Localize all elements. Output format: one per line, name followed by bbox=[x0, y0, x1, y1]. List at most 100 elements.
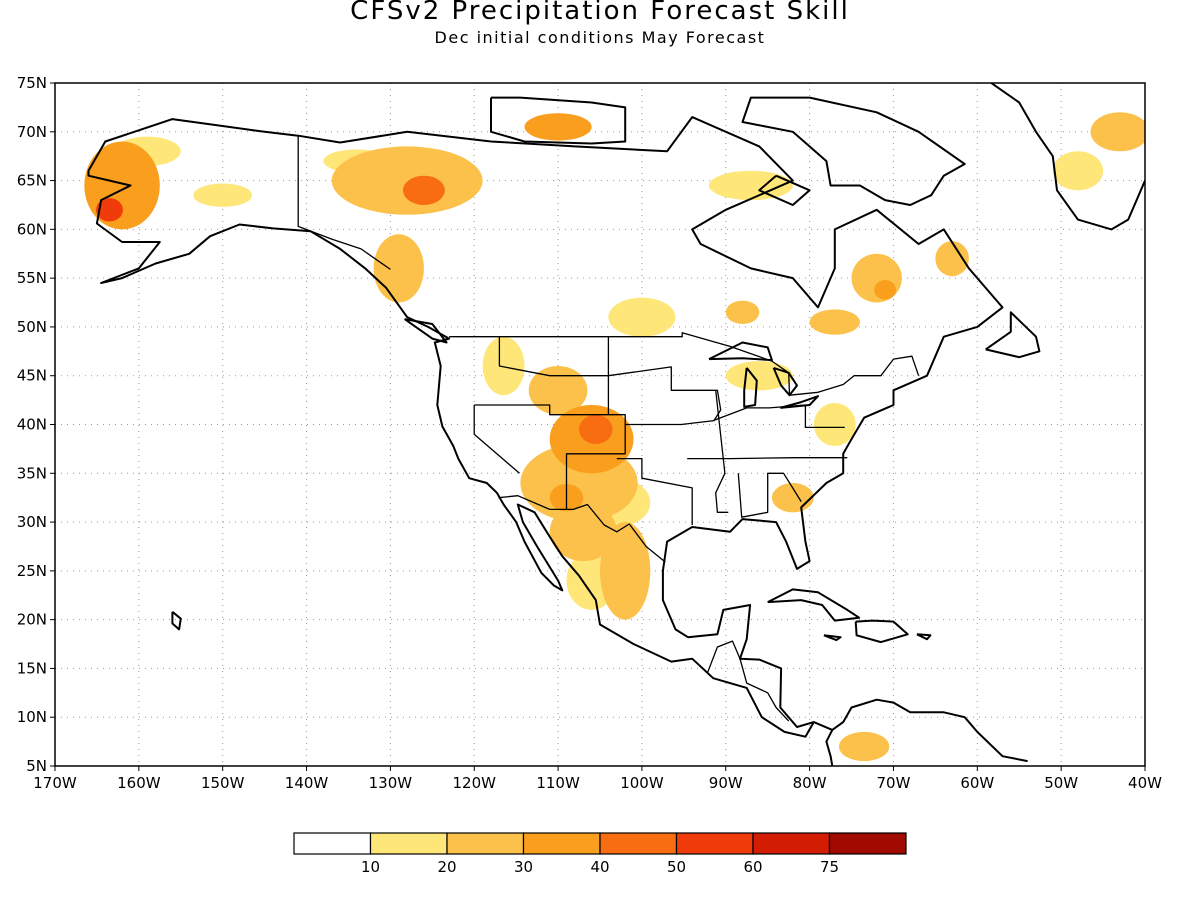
border-state-texas bbox=[616, 457, 693, 525]
skill-region-colombia bbox=[838, 731, 890, 762]
skill-region-greenland-south bbox=[1052, 151, 1104, 191]
map-title: CFSv2 Precipitation Forecast Skill bbox=[350, 0, 850, 26]
border-state-nevada bbox=[473, 405, 520, 474]
skill-region-colorado-core bbox=[579, 414, 613, 445]
coastline-hispaniola bbox=[854, 619, 909, 644]
lat-tick-label: 35N bbox=[17, 464, 47, 482]
lon-tick-label: 150W bbox=[201, 774, 245, 792]
colorbar-swatch bbox=[752, 832, 831, 855]
skill-region-mexico-east bbox=[600, 522, 651, 620]
skill-region-quebec-south bbox=[809, 309, 860, 335]
colorbar-label: 60 bbox=[743, 858, 762, 876]
colorbar-swatch bbox=[599, 832, 678, 855]
coastline-pacific bbox=[825, 729, 834, 766]
lat-tick-label: 20N bbox=[17, 611, 47, 629]
coastline-hudson-islands bbox=[758, 174, 811, 206]
lon-tick-label: 70W bbox=[877, 774, 911, 792]
lat-tick-label: 45N bbox=[17, 367, 47, 385]
border-state-lines-west bbox=[474, 404, 626, 510]
colorbar-swatch bbox=[828, 832, 907, 855]
lon-tick-label: 40W bbox=[1128, 774, 1162, 792]
lon-tick-label: 110W bbox=[536, 774, 580, 792]
skill-region-alaska-west-core bbox=[96, 198, 123, 222]
coastline-great-lake-michigan bbox=[743, 367, 758, 408]
lat-tick-label: 50N bbox=[17, 318, 47, 336]
coastline-cuba bbox=[767, 588, 861, 622]
lat-tick-label: 55N bbox=[17, 269, 47, 287]
skill-region-quebec-core bbox=[874, 280, 896, 300]
skill-region-yukon-core bbox=[402, 175, 445, 205]
skill-region-labrador bbox=[935, 241, 969, 277]
lon-tick-label: 80W bbox=[793, 774, 827, 792]
coastline-great-lake-superior bbox=[708, 341, 773, 362]
lon-tick-label: 120W bbox=[452, 774, 496, 792]
colorbar-label: 75 bbox=[820, 858, 839, 876]
coastline-great-lake-huron bbox=[772, 366, 798, 397]
lon-tick-label: 130W bbox=[369, 774, 413, 792]
colorbar-label: 10 bbox=[361, 858, 380, 876]
border-state-lines-north bbox=[498, 336, 610, 415]
border-state-east bbox=[687, 457, 848, 460]
coastline-west bbox=[87, 116, 1028, 763]
lon-tick-label: 90W bbox=[709, 774, 743, 792]
coastline-puerto-rico bbox=[916, 633, 932, 641]
coastline-jamaica bbox=[823, 634, 842, 642]
coastline-newfoundland bbox=[985, 311, 1041, 359]
colorbar-swatch bbox=[293, 832, 372, 855]
lon-tick-label: 170W bbox=[33, 774, 77, 792]
colorbar-swatch bbox=[369, 832, 448, 855]
lat-tick-label: 60N bbox=[17, 220, 47, 238]
skill-region-hudson-west bbox=[608, 297, 676, 337]
skill-region-ontario-north bbox=[725, 300, 760, 325]
colorbar-label: 30 bbox=[514, 858, 533, 876]
map-subtitle: Dec initial conditions May Forecast bbox=[434, 28, 766, 47]
colorbar: 10 20 30 40 50 60 75 bbox=[293, 832, 907, 876]
skill-region-mid-atlantic bbox=[813, 403, 856, 446]
skill-region-mexico-north bbox=[549, 502, 617, 562]
skill-region-yukon bbox=[331, 146, 483, 215]
skill-region-alaska-west bbox=[84, 141, 160, 230]
lat-tick-label: 40N bbox=[17, 416, 47, 434]
lon-tick-label: 140W bbox=[285, 774, 329, 792]
lon-tick-label: 50W bbox=[1044, 774, 1078, 792]
colorbar-label: 40 bbox=[590, 858, 609, 876]
lat-tick-label: 10N bbox=[17, 708, 47, 726]
border-us-mexico bbox=[498, 495, 666, 563]
lon-tick-label: 60W bbox=[960, 774, 994, 792]
colorbar-swatch bbox=[446, 832, 525, 855]
lon-tick-label: 100W bbox=[620, 774, 664, 792]
border-alaska-canada bbox=[297, 135, 391, 270]
lat-tick-label: 25N bbox=[17, 562, 47, 580]
skill-region-idaho bbox=[528, 365, 588, 415]
coastline-baffin bbox=[741, 96, 966, 206]
skill-region-greenland-east bbox=[1090, 112, 1145, 152]
coastline-vancouver-island bbox=[404, 318, 448, 344]
coastline-greenland bbox=[989, 83, 1145, 231]
lat-tick-label: 65N bbox=[17, 172, 47, 190]
border-state-miss-river bbox=[715, 390, 729, 513]
border-us-canada bbox=[449, 332, 920, 396]
border-state-ohio-valley bbox=[712, 404, 845, 429]
coastline-central-pacific bbox=[87, 170, 815, 738]
lat-tick-label: 15N bbox=[17, 659, 47, 677]
skill-region-bc-coast bbox=[373, 234, 424, 303]
coastline-hawaii bbox=[171, 611, 182, 631]
colorbar-label: 50 bbox=[667, 858, 686, 876]
lat-tick-label: 70N bbox=[17, 123, 47, 141]
skill-region-alaska-central bbox=[193, 183, 253, 207]
skill-region-canada-arctic bbox=[524, 113, 592, 141]
colorbar-swatch bbox=[675, 832, 754, 855]
coastlines bbox=[87, 83, 1145, 766]
coastline-victoria-island bbox=[490, 96, 627, 145]
border-central-america bbox=[706, 640, 790, 722]
lat-tick-label: 75N bbox=[17, 74, 47, 92]
skill-shading bbox=[84, 112, 1145, 762]
border-state-southeast bbox=[737, 472, 802, 518]
border-state-plains bbox=[607, 336, 722, 426]
colorbar-label: 20 bbox=[437, 858, 456, 876]
skill-region-great-basin bbox=[482, 336, 525, 396]
lat-tick-label: 5N bbox=[26, 757, 47, 775]
lon-tick-label: 160W bbox=[117, 774, 161, 792]
colorbar-swatch bbox=[522, 832, 601, 855]
